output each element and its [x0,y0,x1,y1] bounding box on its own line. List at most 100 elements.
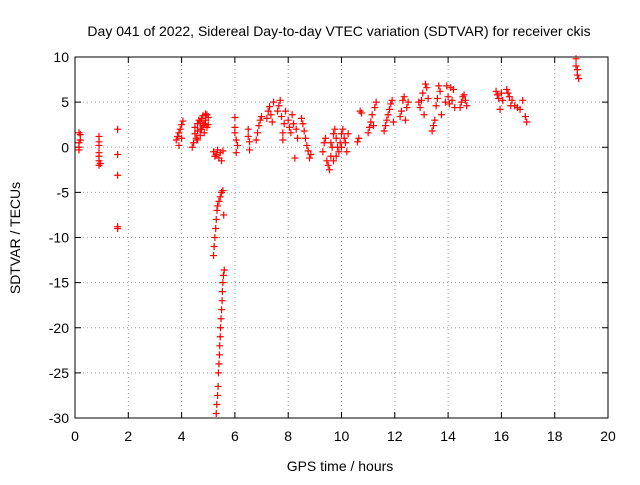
data-point [204,121,212,129]
data-point [396,113,404,121]
data-point [191,123,199,131]
y-tick-label: -25 [49,365,69,381]
x-tick-label: 16 [494,428,510,444]
data-point [216,333,224,341]
data-point [266,103,274,111]
x-axis-label: GPS time / hours [287,458,394,474]
x-tick-label: 8 [284,428,292,444]
data-point [400,93,408,101]
data-point [264,107,272,115]
data-point [381,122,389,130]
data-point [448,96,456,104]
data-point [445,100,453,108]
data-point [335,148,343,156]
data-point [215,197,223,205]
data-point [244,125,252,133]
data-point [460,91,468,99]
data-point [356,107,364,115]
data-point [95,161,103,169]
data-point [516,105,524,113]
data-point [178,121,186,129]
data-point [279,136,287,144]
data-point [214,202,222,210]
data-point [218,188,226,196]
data-point [521,113,529,121]
data-point [220,266,228,274]
data-point [218,288,226,296]
data-point [246,138,254,146]
data-point [219,271,227,279]
data-point [340,134,348,142]
data-point [215,360,223,368]
data-point [492,87,500,95]
data-point [338,130,345,138]
data-point [320,139,328,147]
y-tick-label: 5 [61,94,69,110]
chart-title: Day 041 of 2022, Sidereal Day-to-day VTE… [87,23,590,39]
data-point [497,89,505,97]
data-point [369,122,377,130]
data-point [389,118,397,126]
data-point [196,132,204,140]
data-point [364,129,372,137]
data-point [433,95,441,103]
data-point [338,143,345,151]
data-point [284,116,292,124]
data-point [397,107,405,115]
data-point [210,252,218,260]
data-point [256,116,264,124]
data-point [423,84,431,92]
data-point [298,114,306,122]
data-point [404,98,412,106]
data-point [220,211,228,219]
data-point [302,134,310,142]
data-point [172,136,180,144]
data-point [368,111,376,119]
data-point [324,161,332,169]
data-point [219,279,227,287]
data-point [219,147,227,155]
data-point [216,342,224,350]
data-point [211,152,219,160]
data-point [286,123,294,131]
data-point [214,391,222,399]
data-point [212,224,220,232]
y-tick-label: -15 [49,275,69,291]
y-tick-label: -30 [49,410,69,426]
data-point [432,102,440,110]
x-tick-label: 10 [334,428,350,444]
data-points [75,55,583,417]
data-point [255,122,263,130]
data-point [303,141,311,149]
data-point [218,297,226,305]
data-point [294,134,302,142]
data-point [274,107,282,115]
data-point [217,315,225,323]
data-point [457,98,465,106]
data-point [218,157,226,165]
data-point [503,85,511,93]
data-point [307,150,315,158]
data-point [76,136,84,144]
data-point [194,136,202,144]
data-point [244,132,252,140]
data-point [330,130,338,138]
data-point [384,111,392,119]
data-point [326,166,334,174]
y-tick-label: -20 [49,320,69,336]
data-point [179,117,187,125]
data-point [292,125,300,133]
data-point [330,157,338,165]
data-point [456,104,464,112]
data-point [300,127,308,135]
data-point [219,187,227,195]
data-point [332,134,340,142]
data-point [306,154,314,162]
data-point [505,93,513,101]
data-point [523,118,531,126]
data-point [332,152,340,160]
data-point [495,95,503,103]
x-tick-label: 12 [387,428,403,444]
data-point [275,102,283,110]
data-point [198,125,206,133]
